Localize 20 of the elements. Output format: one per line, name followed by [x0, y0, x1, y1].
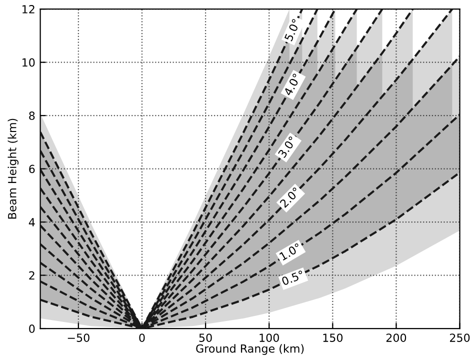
annotation: 4.0° [283, 73, 302, 96]
x-tick-label: 200 [386, 334, 406, 342]
annotation: 1.0° [279, 242, 302, 261]
y-tick-label: 2 [29, 271, 34, 280]
y-tick-label: 8 [29, 112, 35, 120]
y-tick-label: 6 [29, 164, 35, 174]
x-tick-label: 250 [450, 334, 470, 342]
y-axis-title: Beam Height (km) [8, 118, 19, 219]
annotation: 5.0° [284, 18, 300, 42]
y-tick-label: 12 [22, 5, 34, 14]
x-tick-label: −50 [68, 334, 90, 342]
x-tick-label: 150 [323, 334, 343, 342]
x-axis-title: Ground Range (km) [196, 344, 304, 355]
annotation: 0.5° [281, 270, 304, 286]
x-tick-label: 0 [139, 334, 145, 342]
x-tick-label: 50 [199, 334, 212, 342]
y-tick-label: 4 [28, 218, 35, 226]
y-tick-label: 0 [29, 324, 35, 333]
x-tick-label: 100 [260, 334, 279, 342]
y-tick-label: 10 [22, 58, 35, 67]
